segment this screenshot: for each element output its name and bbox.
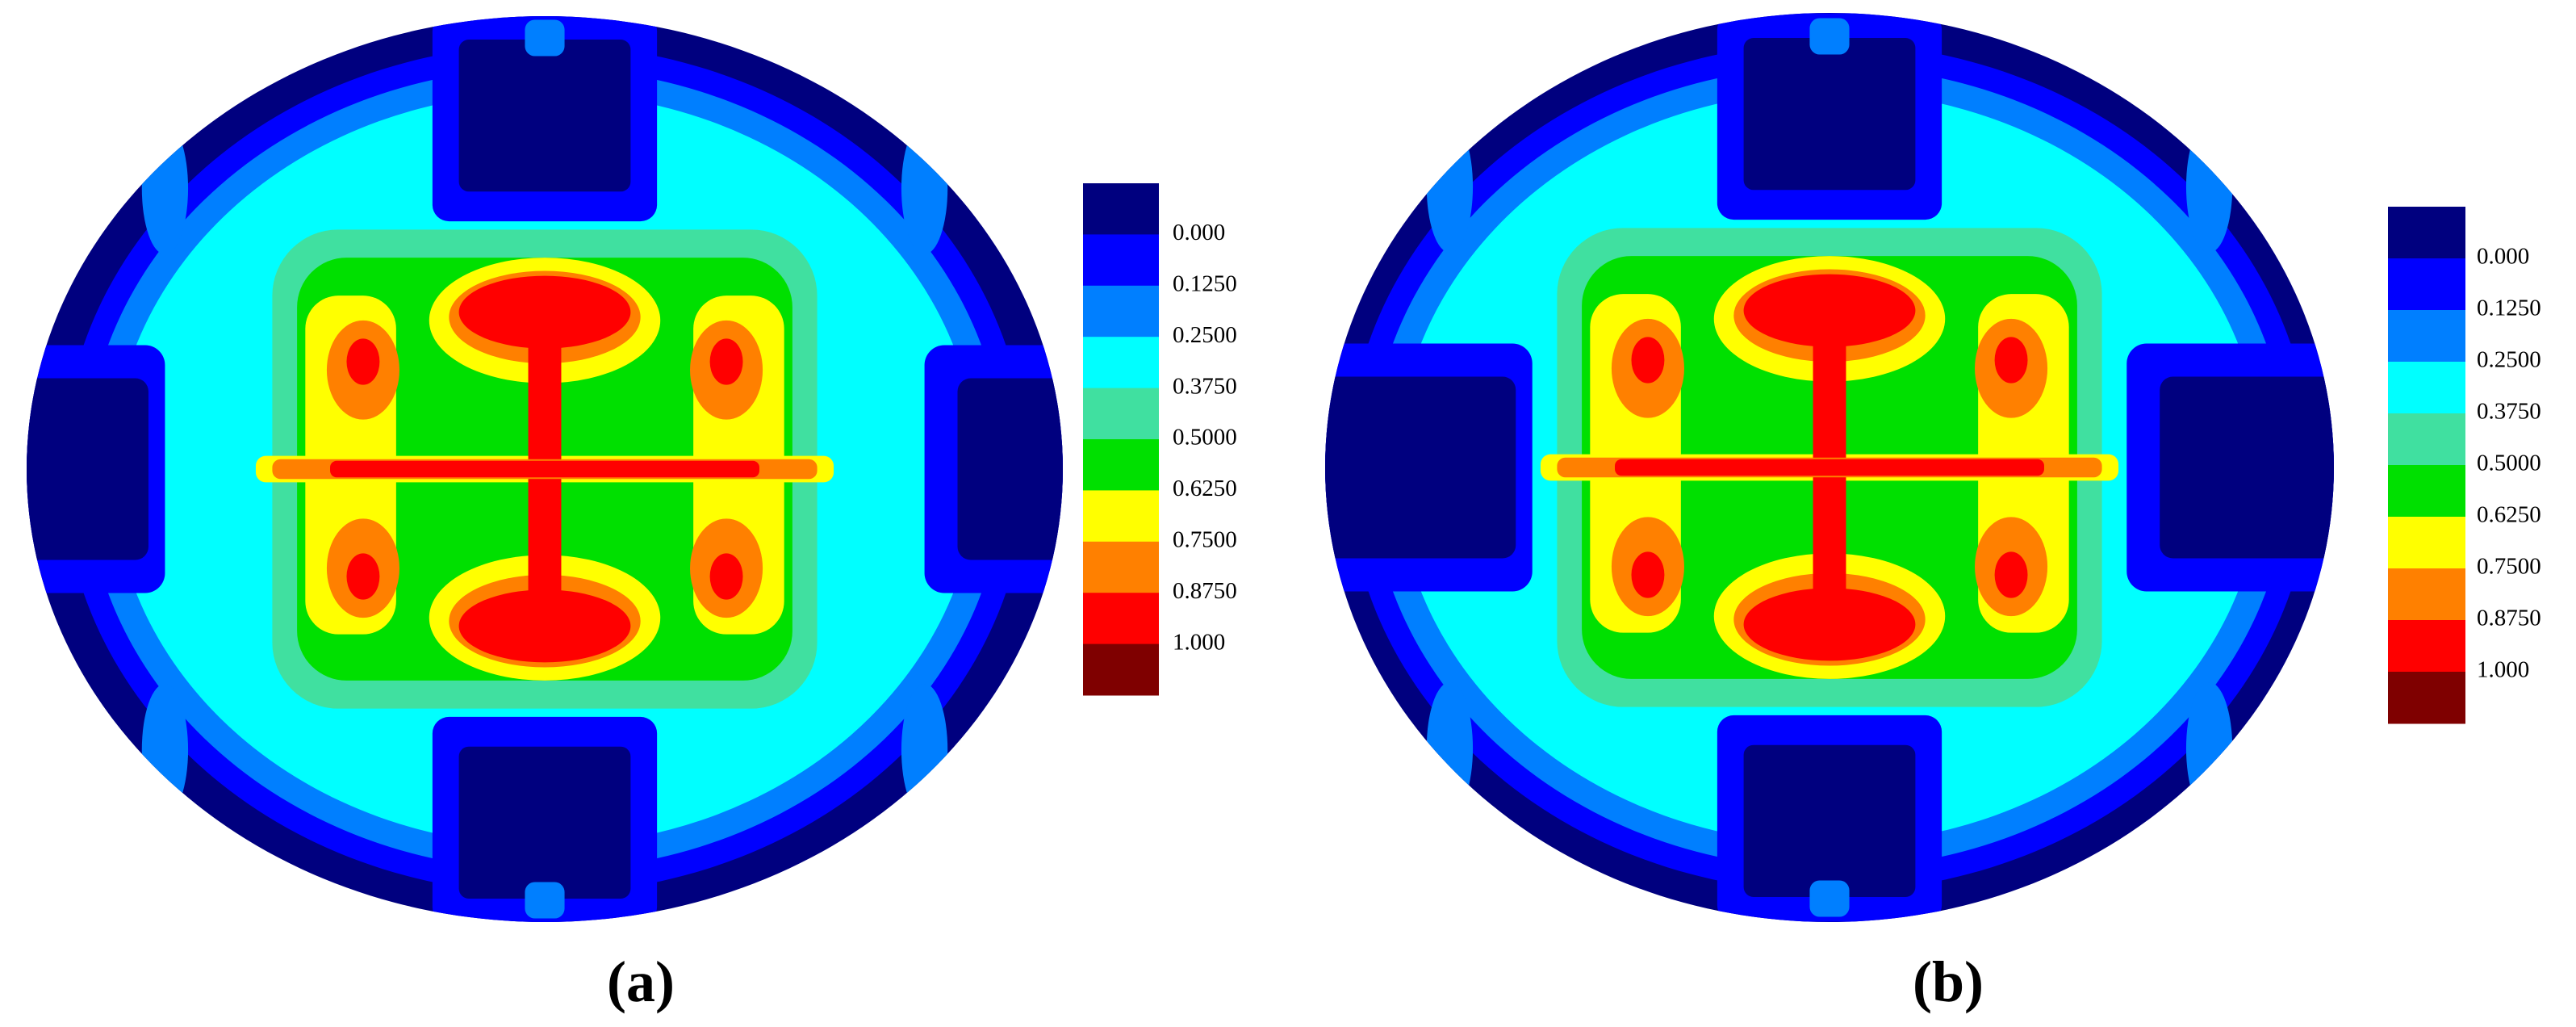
contour-region	[458, 746, 631, 899]
colorbar-swatch	[2388, 207, 2465, 259]
colorbar-label: 0.1250	[1173, 270, 1237, 296]
contour-region	[1615, 459, 2044, 476]
colorbar-label: 0.000	[2477, 244, 2529, 270]
contour-region	[141, 683, 189, 816]
contour-region	[346, 553, 380, 600]
colorbar-swatch	[2388, 568, 2465, 621]
contour-region	[901, 683, 948, 816]
colorbar-swatch	[1083, 183, 1159, 235]
colorbar-swatch	[2388, 310, 2465, 363]
contour-region	[1809, 880, 1850, 917]
colorbar-label: 0.7500	[2477, 554, 2541, 580]
colorbar-swatch	[2388, 362, 2465, 414]
contour-region	[525, 19, 565, 57]
contour-region	[141, 122, 189, 255]
contour-region	[2185, 681, 2233, 815]
colorbar-label: 0.8750	[1173, 578, 1237, 604]
colorbar-label: 0.7500	[1173, 526, 1237, 552]
colorbar-swatch	[1083, 643, 1159, 696]
contour-region	[1994, 337, 2028, 384]
colorbar-label: 0.3750	[1173, 373, 1237, 399]
contour-region	[1631, 551, 1665, 598]
contour-region	[709, 338, 743, 385]
colorbar-label: 0.2500	[1173, 322, 1237, 348]
contour-region	[901, 122, 948, 255]
colorbar-label: 0.5000	[1173, 425, 1237, 451]
colorbar-label: 1.000	[1173, 629, 1225, 655]
colorbar-swatch	[1083, 234, 1159, 287]
colorbar-swatch	[2388, 672, 2465, 724]
colorbar-swatch	[2388, 465, 2465, 518]
contour-region	[957, 378, 1063, 560]
colorbar-swatch	[2388, 517, 2465, 569]
contour-region	[1325, 376, 1516, 559]
contour-field	[27, 16, 1063, 922]
contour-region	[1743, 744, 1916, 897]
colorbar-swatch	[1083, 388, 1159, 440]
colorbar-label: 0.2500	[2477, 347, 2541, 373]
colorbar-label: 0.6250	[2477, 502, 2541, 528]
colorbar-label: 1.000	[2477, 657, 2529, 683]
contour-region	[2160, 376, 2334, 559]
colorbar-swatch	[1083, 490, 1159, 543]
contour-region	[1809, 18, 1850, 55]
colorbar-swatch	[1083, 593, 1159, 645]
colorbar-label: 0.1250	[2477, 296, 2541, 321]
contour-region	[458, 40, 631, 192]
contour-region	[709, 553, 743, 600]
colorbar-swatch	[2388, 258, 2465, 311]
contour-region	[1631, 337, 1665, 384]
contour-region	[1426, 120, 1474, 254]
colorbar-swatch	[1083, 285, 1159, 337]
contour-region	[1994, 551, 2028, 598]
colorbar-label: 0.5000	[2477, 451, 2541, 476]
colorbar-swatch	[1083, 337, 1159, 389]
caption: (a)	[607, 949, 675, 1014]
contour-region	[346, 338, 380, 385]
colorbar-label: 0.8750	[2477, 606, 2541, 631]
colorbar-label: 0.3750	[2477, 399, 2541, 425]
contour-region	[330, 460, 759, 478]
contour-region	[2185, 120, 2233, 254]
contour-region	[27, 378, 148, 560]
caption: (b)	[1913, 949, 1984, 1014]
colorbar-swatch	[2388, 413, 2465, 466]
colorbar-swatch	[2388, 620, 2465, 673]
colorbar-label: 0.000	[1173, 220, 1225, 245]
contour-field	[1325, 13, 2334, 922]
colorbar-swatch	[1083, 541, 1159, 593]
contour-region	[525, 882, 565, 919]
colorbar-label: 0.6250	[1173, 476, 1237, 501]
contour-region	[1426, 681, 1474, 815]
contour-region	[1743, 38, 1916, 191]
colorbar-swatch	[1083, 439, 1159, 491]
